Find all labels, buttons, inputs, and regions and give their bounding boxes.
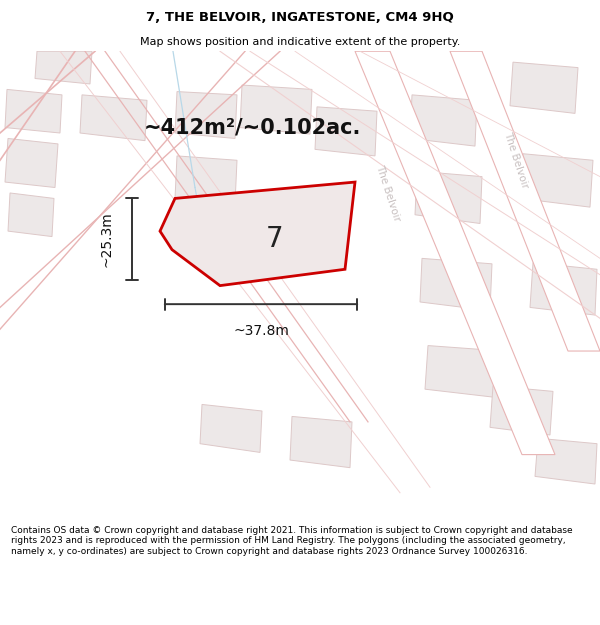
Text: ~25.3m: ~25.3m (100, 211, 114, 267)
Polygon shape (450, 51, 600, 351)
Text: 7: 7 (266, 225, 284, 253)
Polygon shape (240, 85, 312, 134)
Text: The Belvoir: The Belvoir (374, 163, 402, 222)
Polygon shape (425, 346, 503, 398)
Polygon shape (200, 404, 262, 452)
Text: Map shows position and indicative extent of the property.: Map shows position and indicative extent… (140, 37, 460, 47)
Polygon shape (510, 62, 578, 113)
Polygon shape (160, 182, 355, 286)
Polygon shape (35, 51, 92, 84)
Text: ~37.8m: ~37.8m (233, 324, 289, 338)
Polygon shape (8, 193, 54, 237)
Polygon shape (520, 154, 593, 207)
Polygon shape (420, 258, 492, 311)
Polygon shape (535, 438, 597, 484)
Polygon shape (290, 416, 352, 468)
Polygon shape (490, 386, 553, 435)
Text: ~412m²/~0.102ac.: ~412m²/~0.102ac. (143, 118, 361, 138)
Polygon shape (355, 51, 555, 454)
Text: 7, THE BELVOIR, INGATESTONE, CM4 9HQ: 7, THE BELVOIR, INGATESTONE, CM4 9HQ (146, 11, 454, 24)
Polygon shape (315, 107, 377, 156)
Polygon shape (175, 92, 237, 139)
Text: The Belvoir: The Belvoir (502, 131, 530, 190)
Polygon shape (80, 95, 147, 141)
Polygon shape (5, 139, 58, 188)
Polygon shape (410, 95, 477, 146)
Polygon shape (530, 262, 597, 315)
Polygon shape (415, 171, 482, 224)
Polygon shape (5, 89, 62, 133)
Polygon shape (175, 156, 237, 204)
Text: Contains OS data © Crown copyright and database right 2021. This information is : Contains OS data © Crown copyright and d… (11, 526, 572, 556)
